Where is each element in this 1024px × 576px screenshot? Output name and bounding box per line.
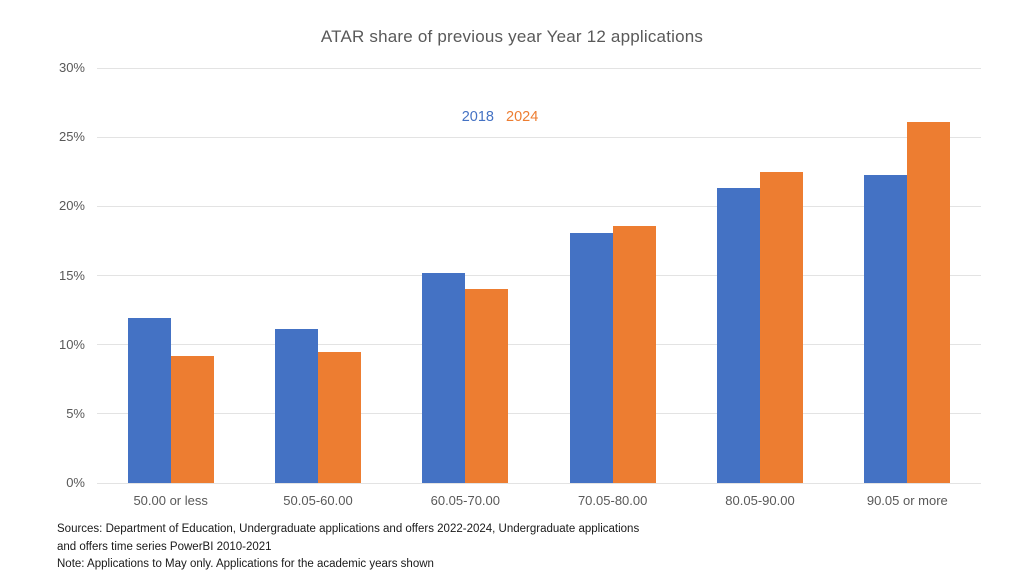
gridline-30 bbox=[97, 67, 981, 69]
legend-item-2018: 2018 bbox=[461, 109, 494, 125]
bar-2024-50-05-60-00 bbox=[318, 351, 361, 483]
y-tick-label-30: 30% bbox=[58, 60, 85, 75]
gridline-10 bbox=[97, 344, 981, 346]
bar-2018-50-05-60-00 bbox=[275, 329, 318, 483]
source-line-2: and offers time series PowerBI 2010-2021 bbox=[57, 540, 272, 553]
x-tick-label-90-05-or-more: 90.05 or more bbox=[866, 493, 948, 508]
bar-2024-50-00-or-less bbox=[170, 355, 214, 483]
plot-area: 0% 5% 10% 15% 20% 25% 30% 50.00 or less 50.05-60… bbox=[59, 60, 981, 508]
x-tick-label-60-05-70-00: 60.05-70.00 bbox=[430, 493, 501, 508]
bar-2024-90-05-or-more bbox=[907, 121, 951, 483]
y-tick-label-5: 5% bbox=[66, 405, 85, 421]
y-tick-label-10: 10% bbox=[58, 336, 85, 352]
x-tick-label-50-05-60-00: 50.05-60.00 bbox=[283, 493, 353, 508]
y-tick-label-0: 0% bbox=[66, 475, 85, 490]
bar-2024-70-05-80-00 bbox=[612, 225, 656, 483]
chart-footnote: Sources: Department of Education, Underg… bbox=[57, 521, 639, 574]
gridline-15 bbox=[97, 275, 981, 276]
gridline-25 bbox=[97, 136, 981, 138]
bar-2024-60-05-70-00 bbox=[465, 289, 509, 483]
gridline-0 bbox=[97, 482, 981, 484]
source-line-1: Sources: Department of Education, Underg… bbox=[57, 523, 640, 535]
x-tick-label-50-00-or-less: 50.00 or less bbox=[133, 493, 208, 508]
bar-2018-70-05-80-00 bbox=[569, 232, 613, 483]
x-tick-label-80-05-90-00: 80.05-90.00 bbox=[725, 493, 795, 508]
chart-legend: 2018 2024 bbox=[97, 109, 903, 125]
y-tick-label-20: 20% bbox=[58, 198, 85, 214]
bar-2018-50-00-or-less bbox=[127, 318, 171, 483]
bar-2024-80-05-90-00 bbox=[760, 171, 803, 483]
legend-item-2024: 2024 bbox=[506, 109, 539, 125]
gridline-5 bbox=[97, 413, 981, 415]
gridline-20 bbox=[97, 205, 981, 207]
y-tick-label-15: 15% bbox=[58, 267, 85, 283]
bar-2018-90-05-or-more bbox=[864, 174, 908, 483]
chart-title: ATAR share of previous year Year 12 appl… bbox=[320, 27, 704, 46]
x-tick-label-70-05-80-00: 70.05-80.00 bbox=[577, 493, 648, 508]
note-line: Note: Applications to May only. Applicat… bbox=[57, 558, 434, 570]
bar-2018-60-05-70-00 bbox=[422, 272, 466, 483]
y-tick-label-25: 25% bbox=[58, 129, 85, 145]
bar-2018-80-05-90-00 bbox=[717, 188, 760, 483]
